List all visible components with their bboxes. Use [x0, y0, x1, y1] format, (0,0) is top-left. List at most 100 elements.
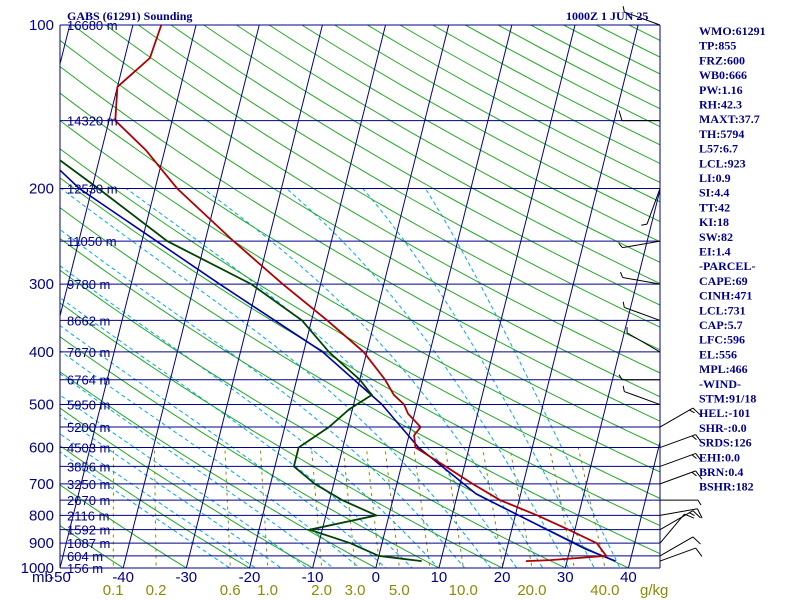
- wind-barb-flag: [695, 547, 703, 557]
- isotherm-line: [248, 25, 387, 568]
- pressure-label: 800: [29, 507, 54, 524]
- height-label: 9780 m: [67, 277, 110, 292]
- station-title: GABS (61291) Sounding: [67, 9, 192, 23]
- dry-adiabat-line: [60, 237, 630, 568]
- mixing-ratio-line: [153, 447, 157, 568]
- height-label: 3856 m: [67, 459, 110, 474]
- index-value: PW:1.16: [699, 83, 743, 97]
- pressure-label: 900: [29, 535, 54, 552]
- index-value: BRN:0.4: [699, 465, 743, 479]
- pressure-label: 700: [29, 476, 54, 493]
- height-label: 604 m: [67, 549, 103, 564]
- pressure-label: 200: [29, 180, 54, 197]
- mixing-ratio-line: [509, 447, 533, 568]
- wind-barb: [659, 407, 701, 428]
- wind-barb-flag: [691, 471, 697, 477]
- height-label: 2670 m: [67, 493, 110, 508]
- index-value: SRDS:126: [699, 436, 752, 450]
- wind-barb-flag: [691, 435, 697, 440]
- wind-barb-staff: [626, 332, 661, 353]
- dry-adiabat-line: [170, 25, 660, 306]
- pressure-label: 1000: [21, 560, 54, 577]
- index-value: STM:91/18: [699, 392, 756, 406]
- wind-barb-staff: [659, 434, 696, 449]
- temperature-tick-label: -10: [302, 569, 324, 586]
- dry-adiabat-line: [72, 25, 660, 374]
- dry-adiabat-line: [60, 148, 660, 499]
- parcel-trace: [60, 169, 616, 562]
- index-value: LCL:731: [699, 303, 746, 317]
- wind-barb: [659, 510, 701, 531]
- dry-adiabat-line: [563, 25, 660, 75]
- mixing-ratio-tick-label: 1.0: [257, 582, 278, 599]
- wind-barb-staff: [659, 513, 685, 544]
- pressure-label: 400: [29, 344, 54, 361]
- index-value: SW:82: [699, 230, 733, 244]
- temperature-tick-label: 10: [431, 569, 448, 586]
- wind-barb: [622, 6, 661, 26]
- height-label: 3250 m: [67, 477, 110, 492]
- mixing-ratio-line: [311, 447, 323, 568]
- temperature-trace: [114, 25, 608, 562]
- pressure-label: 300: [29, 276, 54, 293]
- index-value: EHI:0.0: [699, 450, 740, 464]
- moist-adiabat-line: [60, 451, 231, 568]
- profile-traces: [60, 25, 616, 562]
- wind-barb-flag: [641, 223, 648, 226]
- index-value: EL:556: [699, 347, 737, 361]
- index-value: LCL:923: [699, 156, 746, 170]
- index-value: -PARCEL-: [699, 259, 755, 273]
- index-value: CINH:471: [699, 289, 752, 303]
- height-label: 6764 m: [67, 373, 110, 388]
- mixing-ratio-line: [224, 447, 231, 568]
- index-value: LI:0.9: [699, 171, 731, 185]
- height-label: 12530 m: [67, 181, 118, 196]
- mixing-ratio-tick-label: 10.0: [449, 582, 478, 599]
- isotherm-line: [375, 25, 513, 568]
- mixing-ratio-tick-label: 20.0: [517, 582, 546, 599]
- index-value: FRZ:600: [699, 53, 745, 67]
- index-value: TP:855: [699, 39, 736, 53]
- index-value: MAXT:37.7: [699, 112, 760, 126]
- height-label: 11050 m: [67, 234, 117, 249]
- wind-barb-flag: [692, 407, 701, 416]
- temperature-tick-label: -30: [175, 569, 197, 586]
- index-value: WB0:666: [699, 68, 747, 82]
- wind-barb: [622, 301, 661, 321]
- mixing-ratio-line: [342, 447, 356, 568]
- index-value: SHR-:0.0: [699, 421, 747, 435]
- wind-barb: [659, 470, 703, 485]
- wind-barb: [626, 327, 661, 353]
- isotherm-line: [60, 25, 134, 319]
- wind-barb-flag: [618, 242, 623, 249]
- wind-barb-staff: [659, 452, 696, 467]
- wind-barbs: [618, 6, 703, 562]
- index-value: -WIND-: [699, 377, 741, 391]
- moist-adiabat-line: [60, 228, 466, 568]
- wind-barb-staff: [624, 11, 661, 26]
- dry-adiabat-line: [60, 336, 441, 568]
- index-value: CAPE:69: [699, 274, 748, 288]
- moist-adiabat-line: [425, 188, 621, 568]
- isotherm-line: [60, 25, 71, 67]
- dry-adiabat-line: [138, 25, 660, 328]
- wind-barb: [659, 536, 701, 557]
- index-value: KI:18: [699, 215, 729, 229]
- temperature-tick-label: 40: [620, 569, 637, 586]
- wind-barb-flag: [689, 409, 695, 414]
- dry-adiabat-line: [60, 92, 660, 447]
- wind-barb-flag: [695, 470, 703, 480]
- moist-adiabat-line: [286, 188, 570, 568]
- dry-adiabat-line: [203, 25, 660, 285]
- wind-barb-flag: [691, 454, 697, 459]
- pressure-label: 500: [29, 397, 54, 414]
- mixing-ratio-line: [548, 447, 575, 568]
- wind-barb-staff: [659, 510, 694, 531]
- mixing-ratio-line: [577, 447, 606, 568]
- dry-adiabat-line: [60, 207, 660, 555]
- moist-adiabat-line: [60, 373, 335, 568]
- pressure-label: 600: [29, 440, 54, 457]
- isobars: [59, 24, 661, 569]
- index-value: CAP:5.7: [699, 318, 743, 332]
- index-value: TH:5794: [699, 127, 744, 141]
